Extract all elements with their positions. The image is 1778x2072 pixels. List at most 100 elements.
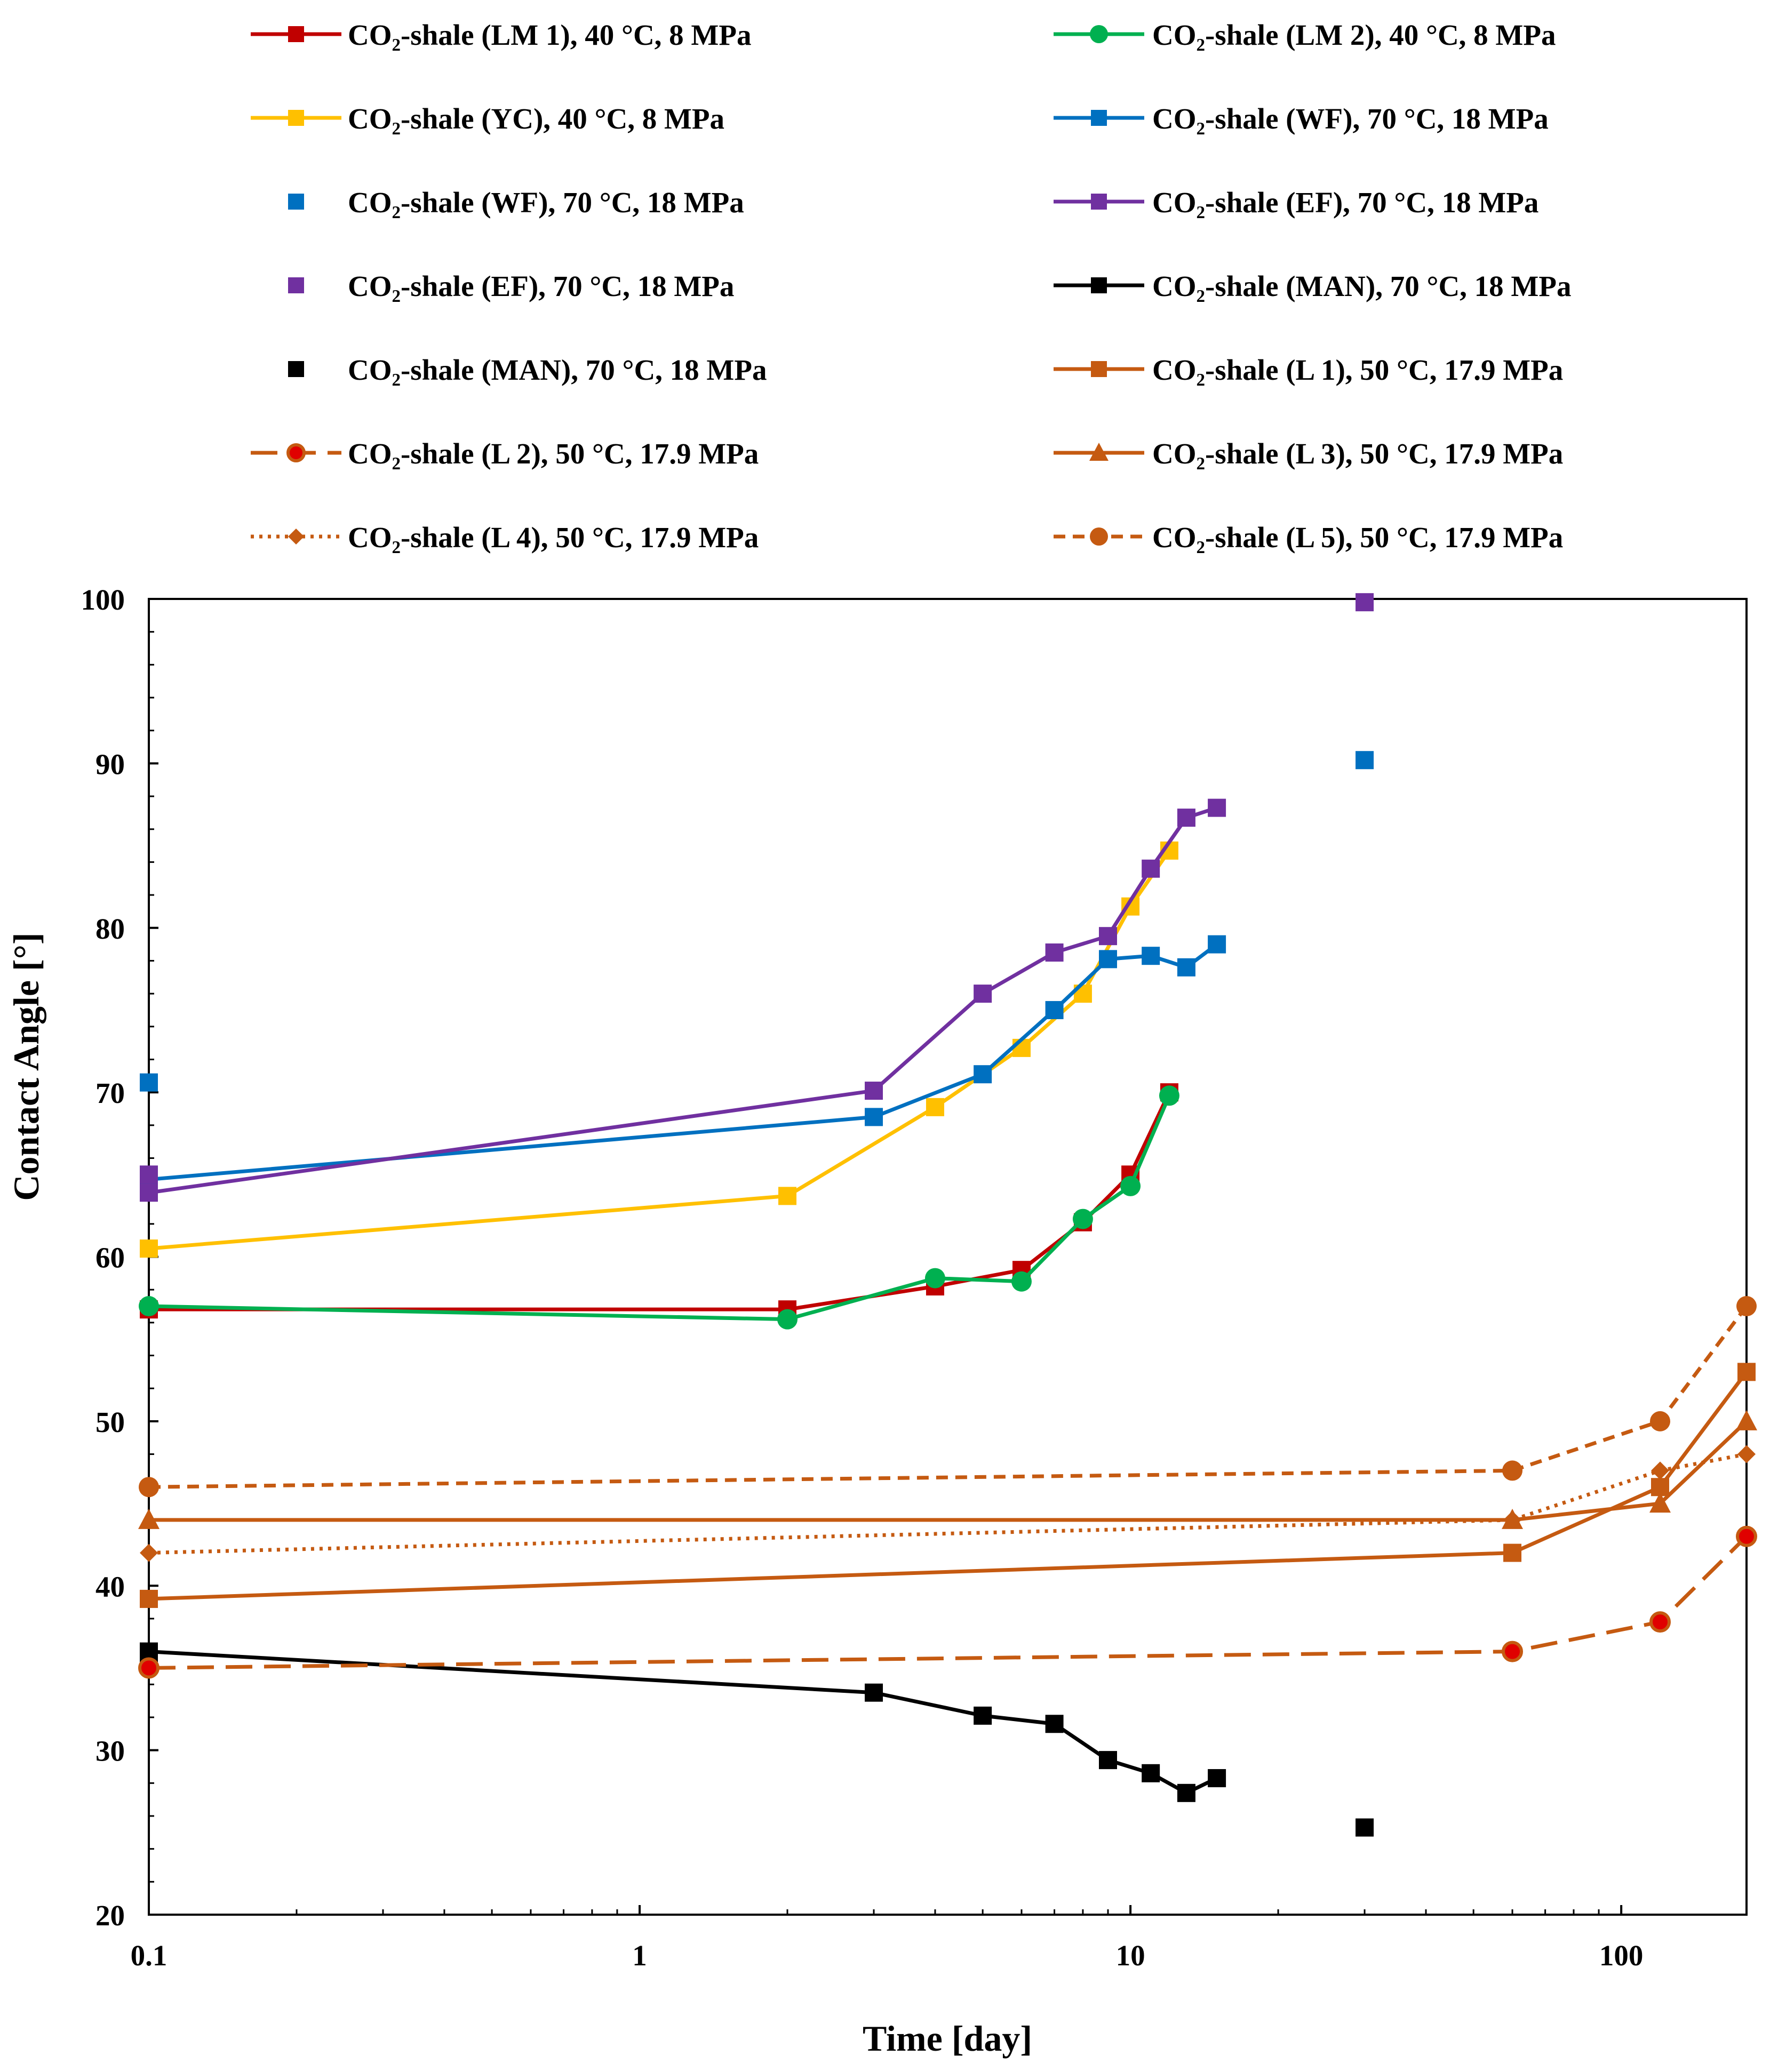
legend-label: CO₂-shale (EF), 70 °C, 18 MPa bbox=[1152, 186, 1538, 219]
legend-item: CO₂-shale (L 2), 50 °C, 17.9 MPa bbox=[251, 437, 759, 470]
data-point bbox=[1649, 1611, 1671, 1633]
legend-label: CO₂-shale (WF), 70 °C, 18 MPa bbox=[348, 186, 744, 219]
data-point bbox=[1736, 1525, 1757, 1547]
data-point bbox=[1503, 1510, 1522, 1529]
data-point bbox=[1098, 927, 1117, 946]
data-point bbox=[140, 1543, 158, 1562]
data-point bbox=[1091, 110, 1107, 126]
data-point bbox=[865, 1108, 883, 1126]
series-line bbox=[148, 1452, 1747, 1555]
data-point bbox=[1649, 1411, 1670, 1431]
series-4 bbox=[140, 751, 1374, 1092]
series-10 bbox=[138, 1525, 1757, 1679]
data-point bbox=[778, 1187, 797, 1205]
legend-item: CO₂-shale (L 4), 50 °C, 17.9 MPa bbox=[251, 521, 759, 554]
legend-label: CO₂-shale (YC), 40 °C, 8 MPa bbox=[348, 102, 724, 135]
data-point bbox=[140, 1165, 158, 1184]
data-point bbox=[1356, 593, 1374, 612]
legend-label: CO₂-shale (L 3), 50 °C, 17.9 MPa bbox=[1152, 437, 1563, 470]
data-point bbox=[140, 1239, 158, 1258]
data-point bbox=[1736, 1410, 1757, 1430]
series-line bbox=[148, 942, 1218, 1182]
legend-item: CO₂-shale (YC), 40 °C, 8 MPa bbox=[251, 102, 724, 135]
data-point bbox=[288, 277, 304, 293]
data-point bbox=[138, 1657, 160, 1679]
data-point bbox=[1089, 443, 1109, 461]
legend-item: CO₂-shale (LM 1), 40 °C, 8 MPa bbox=[251, 19, 751, 51]
data-point bbox=[139, 1477, 159, 1498]
y-tick-label: 30 bbox=[95, 1735, 125, 1767]
y-tick-label: 90 bbox=[95, 748, 125, 780]
data-point bbox=[1090, 25, 1108, 43]
data-point bbox=[288, 529, 304, 545]
data-point bbox=[974, 1706, 992, 1725]
data-point bbox=[865, 1683, 883, 1702]
series-line bbox=[148, 1305, 1748, 1489]
series-9 bbox=[140, 1363, 1756, 1608]
data-point bbox=[288, 361, 304, 377]
data-point bbox=[286, 443, 306, 462]
x-axis-title: Time [day] bbox=[863, 2018, 1032, 2059]
data-point bbox=[1208, 798, 1226, 817]
data-point bbox=[1045, 943, 1064, 962]
legend-item: CO₂-shale (LM 2), 40 °C, 8 MPa bbox=[1054, 19, 1556, 51]
data-point bbox=[974, 985, 992, 1003]
data-point bbox=[1502, 1460, 1523, 1481]
y-tick-label: 100 bbox=[81, 583, 125, 616]
y-tick-label: 20 bbox=[95, 1899, 125, 1932]
data-point bbox=[1091, 277, 1107, 293]
legend-label: CO₂-shale (L 5), 50 °C, 17.9 MPa bbox=[1152, 521, 1563, 554]
data-point bbox=[288, 194, 304, 210]
x-tick-label: 10 bbox=[1116, 1939, 1145, 1972]
data-point bbox=[1736, 1296, 1757, 1317]
legend-label: CO₂-shale (MAN), 70 °C, 18 MPa bbox=[1152, 270, 1571, 302]
data-point bbox=[1120, 1175, 1141, 1196]
legend-item: CO₂-shale (MAN), 70 °C, 18 MPa bbox=[288, 354, 767, 386]
data-point bbox=[1177, 1783, 1195, 1802]
series-6 bbox=[140, 593, 1374, 1184]
data-point bbox=[1045, 1001, 1064, 1019]
plot-frame bbox=[148, 598, 1748, 1916]
y-tick-label: 80 bbox=[95, 913, 125, 945]
series-3 bbox=[140, 935, 1226, 1189]
legend-label: CO₂-shale (MAN), 70 °C, 18 MPa bbox=[348, 354, 767, 386]
data-point bbox=[1502, 1641, 1524, 1662]
y-tick-label: 70 bbox=[95, 1077, 125, 1109]
data-point bbox=[1503, 1543, 1522, 1562]
series-8 bbox=[140, 1647, 1374, 1837]
legend-label: CO₂-shale (WF), 70 °C, 18 MPa bbox=[1152, 102, 1549, 135]
series-12 bbox=[140, 1445, 1756, 1562]
data-point bbox=[1208, 935, 1226, 954]
series-1 bbox=[139, 1085, 1179, 1330]
data-point bbox=[288, 26, 304, 42]
data-point bbox=[1177, 809, 1195, 827]
legend-item: CO₂-shale (EF), 70 °C, 18 MPa bbox=[288, 270, 734, 302]
data-point bbox=[865, 1082, 883, 1100]
data-point bbox=[1356, 1818, 1374, 1837]
legend-label: CO₂-shale (LM 1), 40 °C, 8 MPa bbox=[348, 19, 751, 51]
legend-label: CO₂-shale (EF), 70 °C, 18 MPa bbox=[348, 270, 734, 302]
data-point bbox=[926, 1098, 944, 1116]
plot-area: 20 30 40 50 60 70 80 90 100 0.1 1 10 100 bbox=[81, 583, 1757, 1972]
data-point bbox=[1072, 1209, 1093, 1229]
data-point bbox=[140, 1073, 158, 1092]
series-5 bbox=[140, 798, 1226, 1202]
series-13 bbox=[139, 1296, 1757, 1498]
data-point bbox=[1651, 1461, 1669, 1480]
data-point bbox=[138, 1508, 160, 1529]
legend-label: CO₂-shale (L 2), 50 °C, 17.9 MPa bbox=[348, 437, 759, 470]
series-7 bbox=[140, 1642, 1226, 1802]
y-axis-title: Contact Angle [°] bbox=[6, 932, 46, 1201]
y-tick-label: 60 bbox=[95, 1242, 125, 1274]
data-point bbox=[1011, 1271, 1032, 1292]
data-point bbox=[140, 1183, 158, 1202]
data-point bbox=[1159, 1085, 1179, 1106]
legend: CO₂-shale (LM 1), 40 °C, 8 MPa CO₂-shale … bbox=[251, 19, 1571, 554]
data-point bbox=[1737, 1445, 1756, 1463]
data-point bbox=[140, 1589, 158, 1608]
data-point bbox=[777, 1309, 798, 1330]
data-point bbox=[1090, 527, 1108, 546]
data-point bbox=[139, 1296, 159, 1317]
data-point bbox=[924, 1268, 945, 1289]
